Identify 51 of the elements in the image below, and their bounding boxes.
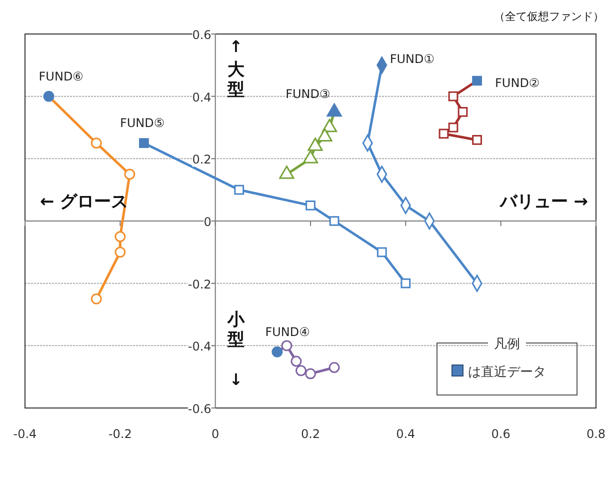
series-label: FUND⑥: [38, 69, 84, 84]
point: [448, 91, 458, 102]
point: [305, 368, 316, 380]
point: [124, 168, 136, 180]
point: [139, 138, 149, 148]
x-tick-label: 0.6: [491, 427, 510, 441]
point: [438, 128, 449, 139]
point: [114, 231, 126, 242]
y-tick-label: -0.6: [188, 402, 212, 416]
point: [472, 76, 482, 86]
x-tick-label: 0.8: [586, 427, 606, 441]
series-label: FUND②: [495, 76, 540, 90]
y-tick-label: 0: [204, 215, 212, 229]
point: [328, 362, 340, 373]
point: [458, 106, 468, 117]
y-tick-label: 0.6: [192, 28, 212, 42]
series-label: FUND③: [286, 86, 330, 101]
text: （全て仮想ファンド）: [494, 10, 604, 23]
series-label: FUND⑤: [120, 116, 165, 130]
point: [472, 135, 482, 145]
series-label: FUND④: [265, 324, 310, 339]
annotation: は直近データ: [468, 365, 546, 380]
annotation: ↑: [229, 37, 243, 56]
point: [234, 184, 244, 195]
x-tick-label: 0.4: [396, 427, 416, 441]
y-tick-label: -0.2: [188, 277, 212, 292]
legend-title: 凡例: [494, 337, 520, 352]
annotation: 小型: [226, 310, 246, 350]
series-label: FUND①: [390, 52, 435, 66]
point: [90, 293, 102, 304]
y-tick-label: -0.4: [188, 340, 212, 354]
point: [400, 278, 411, 288]
x-tick-label: 0.2: [300, 427, 320, 441]
y-tick-label: 0.2: [192, 152, 212, 167]
annotation: 大型: [226, 60, 246, 100]
point: [114, 246, 126, 258]
x-tick-label: -0.2: [108, 427, 132, 441]
point: [272, 346, 283, 358]
point: [281, 340, 292, 352]
point: [290, 356, 302, 367]
point: [43, 90, 54, 102]
point: [306, 200, 316, 210]
point: [376, 247, 387, 258]
point: [296, 365, 306, 376]
point: [329, 216, 340, 226]
annotation: バリュー →: [498, 192, 588, 212]
point: [90, 138, 102, 149]
annotation: ↓: [229, 370, 243, 389]
x-tick-label: -0.4: [13, 427, 37, 441]
y-tick-label: 0.4: [192, 90, 212, 104]
point: [448, 122, 458, 132]
